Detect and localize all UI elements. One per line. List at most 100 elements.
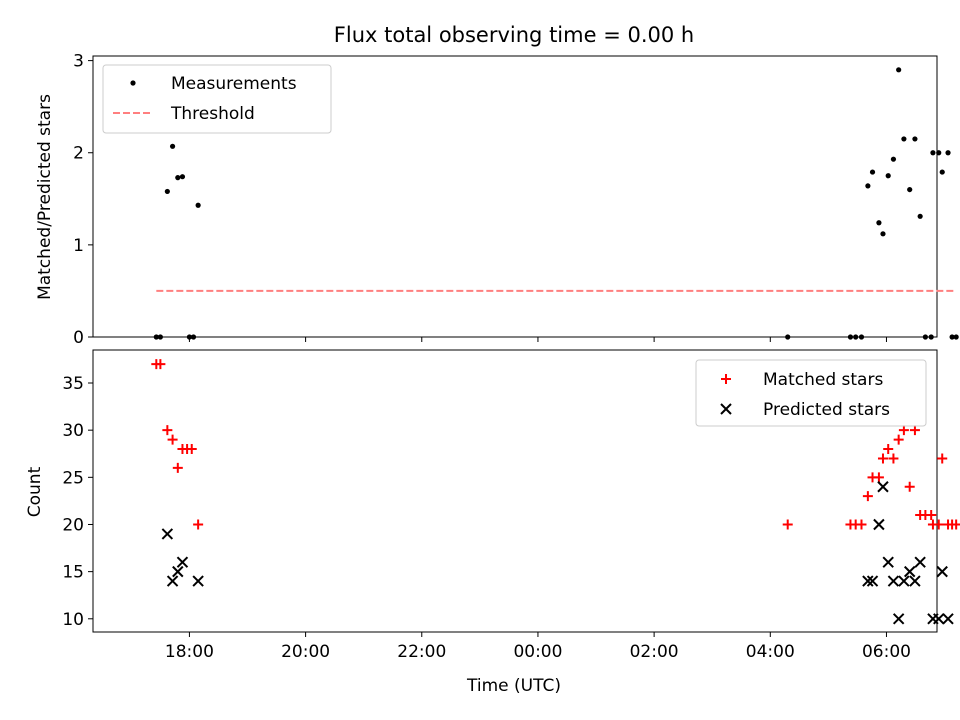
measurement-point [869, 169, 876, 175]
predicted-star-marker [866, 575, 879, 587]
x-tick-label: 18:00 [165, 642, 214, 662]
matched-star-marker [862, 491, 873, 502]
predicted-star-marker [873, 518, 885, 531]
legend-predicted-swatch [720, 403, 732, 415]
top-panel: 0 1 2 3 Measurements Threshold [73, 52, 959, 348]
x-tick-label: 02:00 [630, 642, 679, 662]
legend-label: Predicted stars [763, 400, 890, 420]
measurement-point [939, 169, 945, 175]
y-tick-label: 20 [62, 515, 84, 535]
measurement-point [164, 188, 170, 195]
measurement-point [785, 334, 791, 340]
x-axis-label: Time (UTC) [466, 676, 561, 696]
matched-star-marker [877, 453, 888, 464]
predicted-star-marker [862, 575, 874, 587]
predicted-star-marker [882, 556, 894, 568]
measurement-point [945, 150, 951, 156]
x-tick-label: 00:00 [513, 642, 562, 662]
predicted-star-marker [914, 556, 926, 568]
matched-star-marker [167, 434, 178, 445]
measurement-point [912, 136, 918, 142]
legend-box [695, 359, 927, 427]
matched-star-marker [888, 453, 899, 464]
measurement-point [890, 156, 897, 162]
measurement-point [169, 143, 176, 149]
matched-star-marker [909, 425, 920, 436]
measurement-point [896, 67, 902, 73]
predicted-star-marker [903, 565, 916, 578]
predicted-star-marker [176, 556, 189, 568]
predicted-star-marker [172, 565, 184, 578]
measurement-point [922, 334, 928, 340]
matched-star-marker [162, 425, 173, 436]
measurement-point [876, 220, 882, 226]
y-tick-label: 15 [62, 563, 84, 583]
measurement-point [186, 334, 193, 340]
predicted-star-marker [892, 613, 905, 625]
predicted-star-marker [942, 613, 954, 625]
matched-star-marker [926, 510, 937, 521]
measurement-point [153, 334, 159, 340]
y-tick-label: 3 [73, 52, 84, 72]
measurement-point [847, 334, 854, 340]
bottom-panel: 10 15 20 25 30 35 18:00 20:00 22:00 00:00 02:00 04:… [62, 349, 960, 662]
matched-star-marker [155, 359, 166, 370]
measurement-point [853, 334, 859, 340]
measurement-point [195, 202, 201, 208]
y-tick-label: 10 [62, 610, 84, 630]
y-tick-label: 35 [62, 374, 84, 394]
measurement-point [858, 334, 865, 340]
matched-star-marker [904, 481, 915, 492]
matched-star-marker [933, 519, 944, 530]
measurement-point [179, 174, 186, 180]
matched-star-marker [856, 519, 867, 530]
matched-star-marker [937, 453, 948, 464]
matched-star-marker [893, 434, 904, 445]
matched-star-marker [193, 519, 204, 530]
y-tick-label: 30 [62, 421, 84, 441]
x-tick-label: 06:00 [862, 642, 911, 662]
chart-title: Flux total observing time = 0.00 h [334, 23, 694, 47]
measurement-point [907, 186, 913, 193]
predicted-star-marker [898, 575, 910, 587]
y-tick-label: 0 [73, 328, 84, 348]
measurement-point [953, 334, 959, 340]
legend-measurement-swatch [130, 80, 136, 86]
x-tick-label: 04:00 [746, 642, 795, 662]
legend-label: Matched stars [763, 370, 883, 390]
predicted-star-marker [192, 575, 204, 587]
measurement-point [949, 334, 955, 340]
predicted-star-marker [936, 565, 948, 578]
legend-box [102, 64, 332, 134]
y-tick-label: 1 [73, 236, 84, 256]
measurement-point [928, 334, 934, 340]
measurement-point [901, 136, 907, 142]
y-tick-label: 25 [62, 468, 84, 488]
axes-frame [92, 55, 938, 338]
predicted-star-marker [933, 613, 945, 625]
measurement-point [157, 334, 163, 340]
predicted-star-marker [166, 575, 179, 587]
matched-star-marker [883, 444, 894, 455]
measurement-point [885, 173, 891, 179]
matched-star-marker [898, 425, 909, 436]
y-axis-label-top: Matched/Predicted stars [35, 94, 55, 300]
measurement-point [930, 150, 936, 156]
measurement-point [936, 150, 942, 156]
legend-label: Threshold [170, 104, 255, 124]
matched-star-marker [172, 462, 183, 473]
x-tick-label: 20:00 [281, 642, 330, 662]
y-axis-label-bottom: Count [25, 466, 45, 517]
measurement-point [917, 213, 923, 219]
axes-frame [92, 349, 938, 633]
y-tick-label: 2 [73, 144, 84, 164]
measurement-point [175, 175, 181, 181]
legend-matched-swatch [721, 374, 731, 384]
matched-star-marker [782, 519, 793, 530]
matched-star-marker [186, 444, 197, 455]
predicted-star-marker [887, 575, 900, 587]
measurement-point [880, 231, 886, 237]
predicted-star-marker [877, 481, 889, 493]
measurement-point [190, 334, 197, 340]
